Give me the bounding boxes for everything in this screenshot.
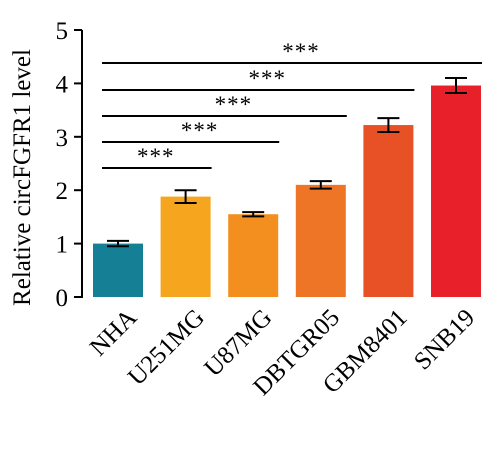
axes xyxy=(74,29,83,298)
bars xyxy=(93,85,481,297)
y-tick-label: 5 xyxy=(56,18,69,45)
significance-label: *** xyxy=(215,92,253,117)
x-tick-label: SNB19 xyxy=(409,304,480,375)
bar-snb19 xyxy=(431,85,481,297)
significance-label: *** xyxy=(282,39,320,64)
x-tick-label: NHA xyxy=(85,304,142,361)
error-bars xyxy=(107,77,467,248)
significance-brackets: *************** xyxy=(102,39,482,169)
significance-label: *** xyxy=(181,118,219,143)
significance-label: *** xyxy=(137,144,175,169)
bar-gbm8401 xyxy=(363,125,414,297)
bar-u251mg xyxy=(160,196,211,297)
bar-dbtgr05 xyxy=(295,184,346,297)
y-tick-label: 3 xyxy=(56,125,69,152)
bar-u87mg xyxy=(228,214,279,297)
bar-nha xyxy=(93,243,143,297)
y-tick-label: 1 xyxy=(56,232,69,259)
y-tick-label: 2 xyxy=(56,178,69,205)
y-axis-label: Relative circFGFR1 level xyxy=(9,49,36,306)
y-tick-label: 0 xyxy=(56,285,69,312)
significance-label: *** xyxy=(248,66,286,91)
y-tick-label: 4 xyxy=(56,71,69,98)
